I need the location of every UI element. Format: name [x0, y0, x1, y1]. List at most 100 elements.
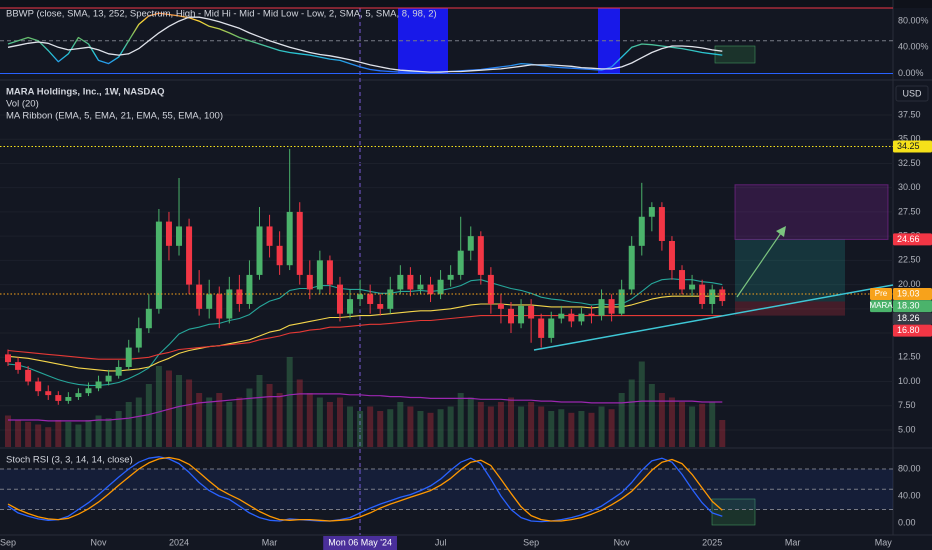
volume-bar	[648, 384, 655, 447]
volume-bar	[598, 406, 605, 447]
candle-body	[397, 274, 404, 290]
volume-bar	[15, 420, 22, 447]
volume-bar	[176, 375, 183, 447]
candle-body	[5, 354, 11, 363]
candle-body	[276, 245, 283, 266]
volume-bar	[699, 403, 706, 447]
candle-body	[598, 299, 605, 316]
candle-body	[548, 318, 555, 338]
volume-bar	[266, 384, 273, 447]
candle-body	[477, 236, 484, 275]
candle-body	[377, 303, 384, 309]
candle-body	[176, 226, 183, 246]
candle-body	[508, 308, 514, 324]
volume-bar	[628, 379, 635, 447]
indicator-legend: BBWP (close, SMA, 13, 252, Spectrum, Hig…	[6, 9, 437, 20]
volume-bar	[25, 421, 32, 447]
volume-bar	[447, 406, 454, 447]
x-tick-label: Jul	[435, 537, 447, 547]
candle-body	[105, 375, 112, 382]
volume-bar	[226, 402, 233, 447]
currency-box[interactable]	[895, 85, 929, 102]
y-tick-label: 20.00	[898, 279, 921, 289]
volume-bar	[497, 402, 504, 447]
price-label-bg	[893, 140, 932, 153]
candle-body	[568, 313, 575, 322]
volume-bar	[397, 402, 404, 447]
price-label: 18.26	[897, 313, 920, 323]
currency[interactable]: USD	[902, 88, 922, 98]
volume-bar	[286, 357, 293, 447]
volume-bar	[316, 397, 323, 447]
candle-body	[487, 274, 494, 304]
candle-body	[15, 362, 22, 370]
price-label: 18.30	[897, 300, 920, 310]
candle-body	[518, 305, 525, 324]
price-tag: MARA	[869, 301, 893, 310]
volume-bar	[638, 361, 645, 447]
candle-body	[588, 313, 595, 316]
candle-body	[719, 289, 726, 302]
volume-bar	[719, 420, 726, 447]
volume-bar	[196, 393, 203, 447]
y-tick-label: 30.00	[898, 182, 921, 192]
candle-body	[125, 347, 132, 367]
y-tick-label: 10.00	[898, 376, 921, 386]
y-tick-label: 5.00	[898, 424, 916, 434]
top-strip	[0, 0, 932, 8]
volume-bar	[508, 397, 514, 447]
candle-body	[155, 221, 162, 309]
candle-body	[538, 318, 545, 338]
candle-body	[357, 294, 364, 300]
volume-bar	[155, 366, 162, 447]
y-tick-label: 37.50	[898, 109, 921, 119]
x-tick-label: Mon 06 May '24	[328, 537, 392, 547]
price-tag-bg	[870, 300, 892, 313]
candle-body	[648, 207, 655, 217]
volume-bar	[216, 393, 223, 447]
volume-bar	[276, 393, 283, 447]
volume-bar	[538, 406, 545, 447]
y-tick-label: 80.00	[898, 463, 921, 473]
volume-bar	[367, 406, 374, 447]
volume-bar	[5, 415, 11, 447]
candle-body	[135, 328, 142, 348]
candle-body	[437, 279, 444, 295]
candle-body	[558, 313, 565, 319]
indicator-line	[7, 16, 723, 73]
y-tick-label: 0.00%	[898, 68, 924, 78]
volume-bar	[246, 388, 253, 447]
candle-body	[417, 284, 424, 290]
price-label: 24.66	[897, 234, 920, 244]
candle-body	[497, 303, 504, 309]
volume-bar	[437, 409, 444, 447]
volume-bar	[65, 421, 72, 447]
volume-bar	[145, 384, 152, 447]
volume-bar	[186, 379, 193, 447]
volume-bar	[668, 397, 675, 447]
candle-body	[165, 221, 172, 246]
candle-body	[457, 250, 464, 275]
price-tag: Pre	[875, 289, 888, 298]
volume-bar	[135, 397, 142, 447]
y-tick-label: 22.50	[898, 255, 921, 265]
candle-body	[638, 216, 645, 246]
volume-bar	[487, 406, 494, 447]
volume-bar	[236, 397, 243, 447]
indicator-line	[7, 456, 723, 523]
candle-body	[226, 289, 233, 319]
candle-body	[25, 369, 32, 382]
volume-bar	[45, 427, 52, 447]
price-label-bg	[893, 300, 932, 313]
volume-bar	[387, 409, 394, 447]
price-label: 34.25	[897, 141, 920, 151]
candle-body	[347, 299, 354, 314]
x-tick-label: Sep	[0, 537, 16, 547]
candle-body	[467, 236, 474, 251]
candle-body	[246, 274, 253, 304]
plot-layer: 80.00%40.00%0.00%5.007.5010.0012.5015.00…	[0, 7, 929, 527]
candle-body	[608, 299, 615, 314]
zone-box	[734, 184, 889, 240]
volume-bar	[457, 393, 464, 447]
